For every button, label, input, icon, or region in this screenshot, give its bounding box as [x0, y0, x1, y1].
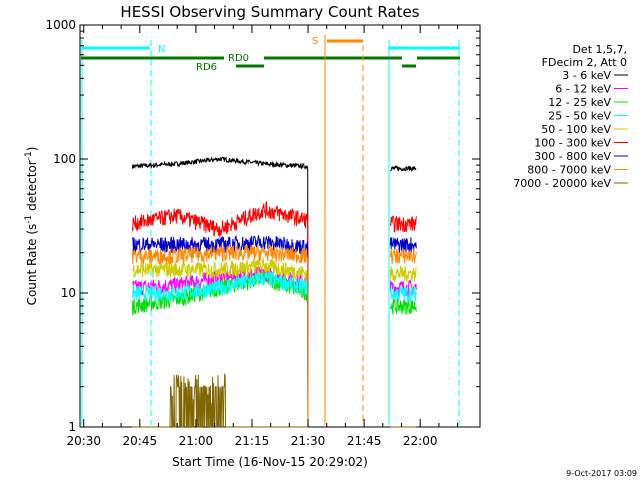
timestamp: 9-Oct-2017 03:09	[566, 469, 637, 478]
x-tick-label: 21:15	[235, 434, 270, 448]
annotations-layer: N RD0 RD6 S	[81, 35, 460, 425]
legend-entry-label: 6 - 12 keV	[555, 83, 611, 96]
series-trace	[131, 270, 309, 425]
x-tick-label: 21:30	[291, 434, 326, 448]
y-label-part3: )	[25, 147, 39, 152]
legend-entry-label: 3 - 6 keV	[562, 69, 611, 82]
y-axis-label: Count Rate (s-1 detector-1)	[24, 147, 39, 306]
y-tick-label: 1000	[45, 18, 76, 32]
x-tick-label: 21:00	[179, 434, 214, 448]
rd0-label: RD0	[228, 53, 249, 64]
legend-header-2: FDecim 2, Att 0	[542, 56, 627, 69]
x-tick-label: 21:45	[347, 434, 382, 448]
series-trace	[131, 270, 309, 425]
y-label-part2: detector	[25, 160, 39, 215]
y-tick-label: 1	[68, 420, 76, 434]
series-trace-second	[389, 285, 417, 303]
y-label-sup1: -1	[24, 215, 34, 224]
legend-entry-label: 50 - 100 keV	[541, 123, 611, 136]
series-trace-second	[389, 297, 417, 315]
y-axis: 1 10 100 1000	[45, 18, 480, 434]
series-trace-second	[389, 215, 417, 233]
night-label: N	[158, 44, 165, 55]
series-trace	[131, 156, 309, 425]
legend-header-1: Det 1,5,7,	[572, 43, 627, 56]
series-layer	[131, 156, 417, 428]
series-trace-second	[390, 164, 417, 172]
legend-entry-label: 25 - 50 keV	[548, 110, 611, 123]
y-tick-label: 10	[61, 286, 76, 300]
y-label-part1: Count Rate (s	[25, 224, 39, 306]
chart-title: HESSI Observing Summary Count Rates	[120, 3, 419, 21]
series-trace-second	[389, 265, 417, 284]
series-trace	[131, 200, 309, 425]
saa-label: S	[312, 36, 318, 47]
legend-entry-label: 7000 - 20000 keV	[513, 177, 611, 190]
legend-entry-label: 100 - 300 keV	[534, 137, 611, 150]
y-label-sup2: -1	[24, 151, 34, 160]
series-trace-second	[389, 248, 417, 265]
y-tick-label: 100	[53, 152, 76, 166]
legend-entry-label: 300 - 800 keV	[534, 150, 611, 163]
rd6-label: RD6	[196, 62, 217, 73]
series-trace	[132, 373, 309, 428]
series-trace	[131, 243, 309, 425]
series-trace	[132, 257, 309, 425]
x-tick-label: 20:30	[66, 434, 101, 448]
x-axis: 20:30 20:45 21:00 21:15 21:30 21:45 22:00	[66, 25, 459, 448]
x-tick-label: 20:45	[123, 434, 158, 448]
x-tick-label: 22:00	[403, 434, 438, 448]
x-axis-label: Start Time (16-Nov-15 20:29:02)	[172, 455, 368, 469]
legend-entry-label: 12 - 25 keV	[548, 96, 611, 109]
legend-entry-label: 800 - 7000 keV	[527, 164, 611, 177]
